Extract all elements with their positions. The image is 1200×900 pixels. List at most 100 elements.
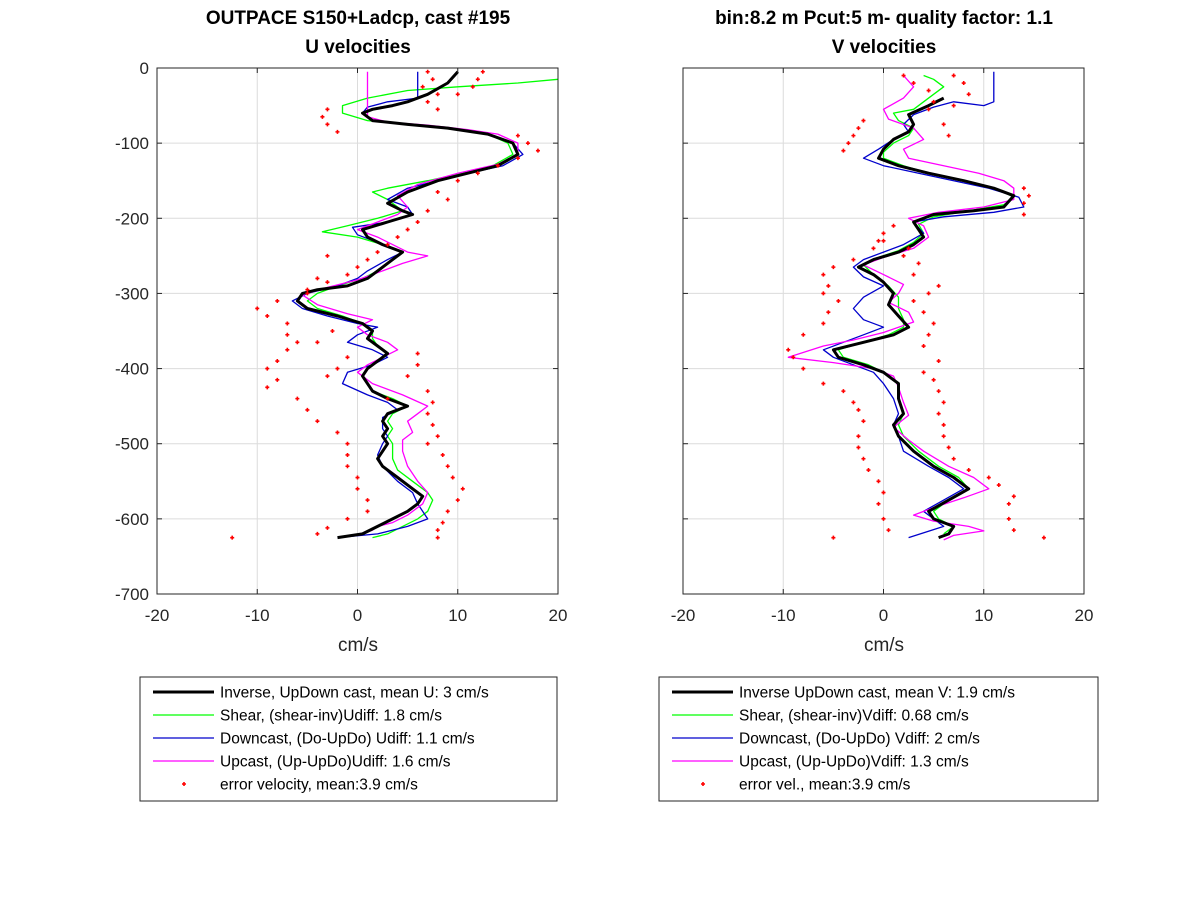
u-error-point [435, 92, 440, 97]
u-error-point [455, 498, 460, 503]
v-error-point [936, 283, 941, 288]
u-error-point [440, 520, 445, 525]
u-error-point [345, 516, 350, 521]
u-legend-label: Inverse, UpDown cast, mean U: 3 cm/s [220, 685, 489, 702]
v-error-point [1011, 528, 1016, 533]
u-error-point [405, 227, 410, 232]
v-error-point [831, 535, 836, 540]
u-error-point [435, 107, 440, 112]
v-error-point [926, 332, 931, 337]
u-error-point [285, 321, 290, 326]
v-error-point [836, 298, 841, 303]
u-error-point [285, 332, 290, 337]
v-error-point [996, 483, 1001, 488]
v-upcast-series [787, 75, 1015, 541]
u-x-tick-label: -20 [145, 606, 170, 625]
u-y-tick-label: -700 [115, 585, 149, 604]
v-error-point [831, 265, 836, 270]
u-x-tick-label: 0 [353, 606, 362, 625]
v-x-axis-label: cm/s [864, 635, 904, 656]
u-error-point [430, 400, 435, 405]
u-error-point [535, 148, 540, 153]
u-error-point [345, 452, 350, 457]
v-error-point [931, 377, 936, 382]
u-x-tick-label: 20 [549, 606, 568, 625]
u-error-point [345, 464, 350, 469]
u-error-point [515, 133, 520, 138]
v-velocity-panel: bin:8.2 m Pcut:5 m- quality factor: 1.1 … [671, 8, 1094, 656]
u-error-point [335, 129, 340, 134]
u-error-point [480, 69, 485, 74]
u-error-point [430, 422, 435, 427]
u-velocity-panel: OUTPACE S150+Ladcp, cast #195 U velociti… [115, 8, 567, 656]
u-chart-title: OUTPACE S150+Ladcp, cast #195 [206, 8, 511, 29]
v-error-point [1006, 501, 1011, 506]
v-error-point [846, 141, 851, 146]
v-error-point [821, 291, 826, 296]
v-error-point [851, 257, 856, 262]
v-error-point [921, 370, 926, 375]
u-error-point [470, 84, 475, 89]
u-y-tick-label: -300 [115, 284, 149, 303]
u-error-point [355, 265, 360, 270]
u-error-point [460, 486, 465, 491]
v-x-tick-label: -10 [771, 606, 796, 625]
u-legend-marker [182, 782, 186, 786]
u-error-point [315, 340, 320, 345]
u-error-point [495, 163, 500, 168]
u-error-point [230, 535, 235, 540]
v-error-point [881, 516, 886, 521]
u-error-point [415, 220, 420, 225]
v-legend: Inverse UpDown cast, mean V: 1.9 cm/s She… [658, 676, 1099, 802]
u-y-tick-label: 0 [140, 59, 149, 78]
u-error-point [385, 242, 390, 247]
u-error-point [265, 385, 270, 390]
v-error-point [1021, 186, 1026, 191]
v-error-velocity-series [786, 73, 1046, 540]
u-error-point [450, 475, 455, 480]
u-error-point [345, 272, 350, 277]
v-error-point [786, 347, 791, 352]
u-error-point [525, 141, 530, 146]
v-error-point [791, 355, 796, 360]
u-error-point [325, 253, 330, 258]
u-legend-label: Shear, (shear-inv)Udiff: 1.8 cm/s [220, 708, 442, 725]
u-error-point [265, 313, 270, 318]
u-error-point [305, 287, 310, 292]
u-error-point [375, 250, 380, 255]
u-y-tick-label: -100 [115, 134, 149, 153]
u-legend: Inverse, UpDown cast, mean U: 3 cm/s Shea… [139, 676, 558, 802]
u-error-point [325, 374, 330, 379]
u-error-point [355, 486, 360, 491]
u-x-tick-label: -10 [245, 606, 270, 625]
u-error-point [435, 535, 440, 540]
u-legend-label: Downcast, (Do-UpDo) Udiff: 1.1 cm/s [220, 731, 475, 748]
v-error-point [801, 366, 806, 371]
v-legend-marker [701, 782, 705, 786]
v-x-tick-label: 20 [1075, 606, 1094, 625]
v-error-point [946, 445, 951, 450]
u-error-point [265, 366, 270, 371]
v-error-point [851, 133, 856, 138]
v-error-point [911, 81, 916, 86]
u-error-point [455, 178, 460, 183]
u-legend-entry: Shear, (shear-inv)Udiff: 1.8 cm/s [153, 708, 442, 725]
v-error-point [871, 246, 876, 251]
v-legend-label: Shear, (shear-inv)Vdiff: 0.68 cm/s [739, 708, 969, 725]
v-error-point [931, 321, 936, 326]
v-error-point [821, 272, 826, 277]
v-error-point [881, 231, 886, 236]
v-error-point [1021, 212, 1026, 217]
v-error-point [1006, 516, 1011, 521]
u-error-point [275, 377, 280, 382]
v-legend-entry: Inverse UpDown cast, mean V: 1.9 cm/s [672, 685, 1015, 702]
v-error-point [941, 400, 946, 405]
v-error-point [936, 359, 941, 364]
u-error-point [425, 69, 430, 74]
u-error-point [355, 475, 360, 480]
u-legend-entry: Downcast, (Do-UpDo) Udiff: 1.1 cm/s [153, 731, 475, 748]
v-error-point [941, 422, 946, 427]
u-error-point [440, 452, 445, 457]
u-error-point [320, 114, 325, 119]
